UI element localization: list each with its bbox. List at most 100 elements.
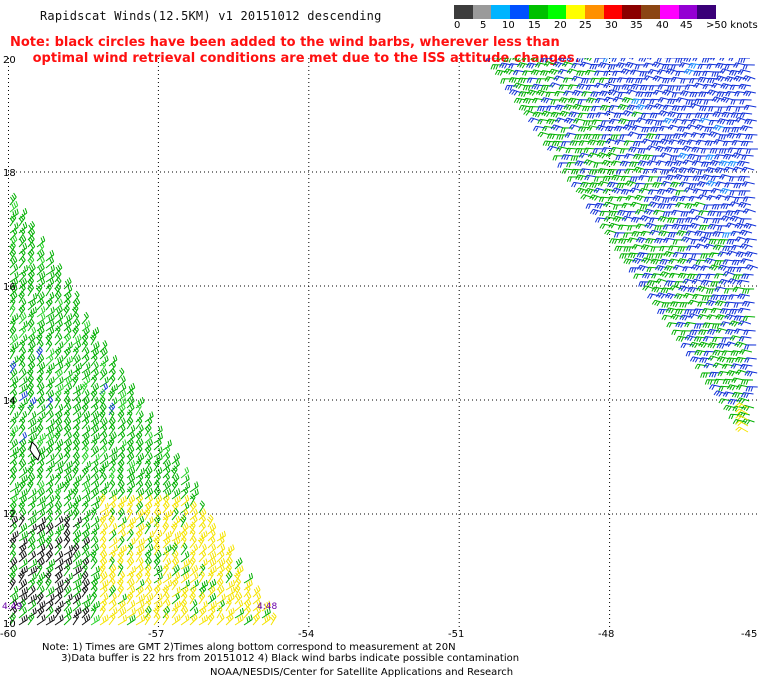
wind-barb bbox=[645, 238, 658, 244]
wind-barb bbox=[72, 423, 80, 437]
wind-barb bbox=[597, 62, 611, 69]
wind-barb bbox=[54, 424, 63, 437]
wind-barb bbox=[627, 120, 640, 126]
wind-barb bbox=[81, 563, 88, 577]
wind-barb bbox=[534, 62, 548, 68]
wind-barb bbox=[733, 315, 747, 322]
wind-barb bbox=[99, 438, 108, 451]
wind-barb bbox=[632, 140, 646, 147]
wind-barb bbox=[117, 535, 125, 549]
wind-barb bbox=[45, 529, 54, 542]
wind-barb bbox=[569, 140, 583, 147]
wind-barb bbox=[542, 140, 556, 147]
wind-barb bbox=[36, 389, 45, 402]
wind-barb bbox=[135, 607, 145, 619]
wind-barb bbox=[162, 452, 171, 465]
wind-barb bbox=[126, 528, 134, 542]
wind-barb bbox=[162, 612, 170, 626]
wind-barb bbox=[153, 479, 160, 493]
wind-barb bbox=[45, 432, 55, 444]
wind-barb bbox=[9, 488, 19, 500]
wind-barb bbox=[45, 376, 55, 388]
wind-barb bbox=[704, 257, 718, 265]
wind-barb bbox=[45, 480, 54, 493]
lat-label-18: 18 bbox=[3, 168, 16, 179]
wind-barb bbox=[618, 238, 631, 245]
wind-barb bbox=[54, 571, 63, 584]
wind-barb bbox=[54, 614, 64, 626]
wind-barb bbox=[198, 543, 207, 556]
wind-barb bbox=[711, 71, 724, 77]
wind-barb bbox=[207, 578, 217, 591]
wind-barb bbox=[36, 516, 46, 528]
wind-barb bbox=[698, 224, 712, 231]
wind-barb bbox=[675, 190, 688, 196]
wind-barb bbox=[651, 155, 664, 161]
wind-barb bbox=[135, 508, 145, 521]
scale-swatch-2 bbox=[491, 5, 511, 19]
wind-barb bbox=[674, 281, 687, 287]
wind-barb bbox=[126, 388, 134, 402]
wind-barb bbox=[234, 565, 244, 577]
wind-barb bbox=[36, 522, 46, 535]
wind-barb bbox=[737, 58, 750, 63]
scale-swatch-6 bbox=[566, 5, 586, 19]
wind-barb bbox=[554, 117, 568, 123]
wind-barb bbox=[584, 188, 598, 195]
wind-barb bbox=[197, 535, 205, 549]
wind-barb bbox=[135, 557, 144, 570]
wind-barb bbox=[72, 599, 81, 612]
wind-barb bbox=[742, 288, 755, 294]
wind-barb bbox=[717, 118, 730, 125]
wind-barb bbox=[9, 446, 19, 458]
wind-barb bbox=[651, 286, 665, 293]
wind-barb bbox=[72, 579, 82, 591]
wind-barb bbox=[179, 514, 187, 528]
wind-barb bbox=[26, 465, 34, 479]
wind-barb bbox=[63, 431, 72, 444]
wind-barb bbox=[153, 550, 162, 563]
wind-barb bbox=[45, 256, 55, 269]
wind-barb bbox=[570, 168, 584, 175]
wind-barb bbox=[707, 328, 720, 335]
wind-barb bbox=[54, 460, 64, 472]
scale-swatch-10 bbox=[641, 5, 660, 19]
wind-barb bbox=[643, 62, 656, 69]
wind-barb bbox=[135, 544, 145, 556]
wind-barb bbox=[108, 592, 117, 605]
wind-barb bbox=[654, 237, 667, 244]
wind-barb bbox=[679, 314, 693, 321]
wind-barb bbox=[108, 514, 115, 528]
wind-barb bbox=[90, 565, 100, 577]
wind-barb bbox=[162, 584, 170, 598]
wind-barb bbox=[667, 232, 681, 238]
wind-barb bbox=[716, 91, 729, 98]
wind-barb bbox=[81, 444, 89, 458]
wind-barb bbox=[99, 585, 108, 598]
wind-barb bbox=[671, 209, 684, 216]
wind-barb bbox=[668, 245, 681, 251]
wind-barb bbox=[592, 134, 605, 140]
wind-barb bbox=[697, 76, 711, 83]
wind-barb bbox=[189, 515, 198, 528]
wind-barb bbox=[243, 592, 252, 605]
wind-barb bbox=[743, 222, 757, 230]
wind-barb bbox=[180, 579, 190, 591]
wind-barb bbox=[650, 258, 664, 265]
wind-barb bbox=[45, 367, 53, 381]
wind-barb bbox=[585, 97, 599, 104]
wind-barb bbox=[654, 120, 667, 126]
wind-barb bbox=[180, 542, 188, 556]
wind-barb bbox=[108, 458, 116, 472]
wind-barb bbox=[725, 341, 739, 347]
wind-barb bbox=[117, 516, 127, 528]
wind-barb bbox=[550, 111, 564, 118]
wind-barb bbox=[530, 69, 544, 76]
wind-barb bbox=[117, 445, 126, 458]
wind-barb bbox=[72, 572, 83, 584]
wind-barb bbox=[126, 460, 136, 472]
wind-barb bbox=[727, 266, 740, 273]
wind-barb bbox=[117, 614, 128, 626]
wind-barb bbox=[216, 577, 224, 591]
map-title: Rapidscat Winds(12.5KM) v1 20151012 desc… bbox=[40, 9, 382, 23]
